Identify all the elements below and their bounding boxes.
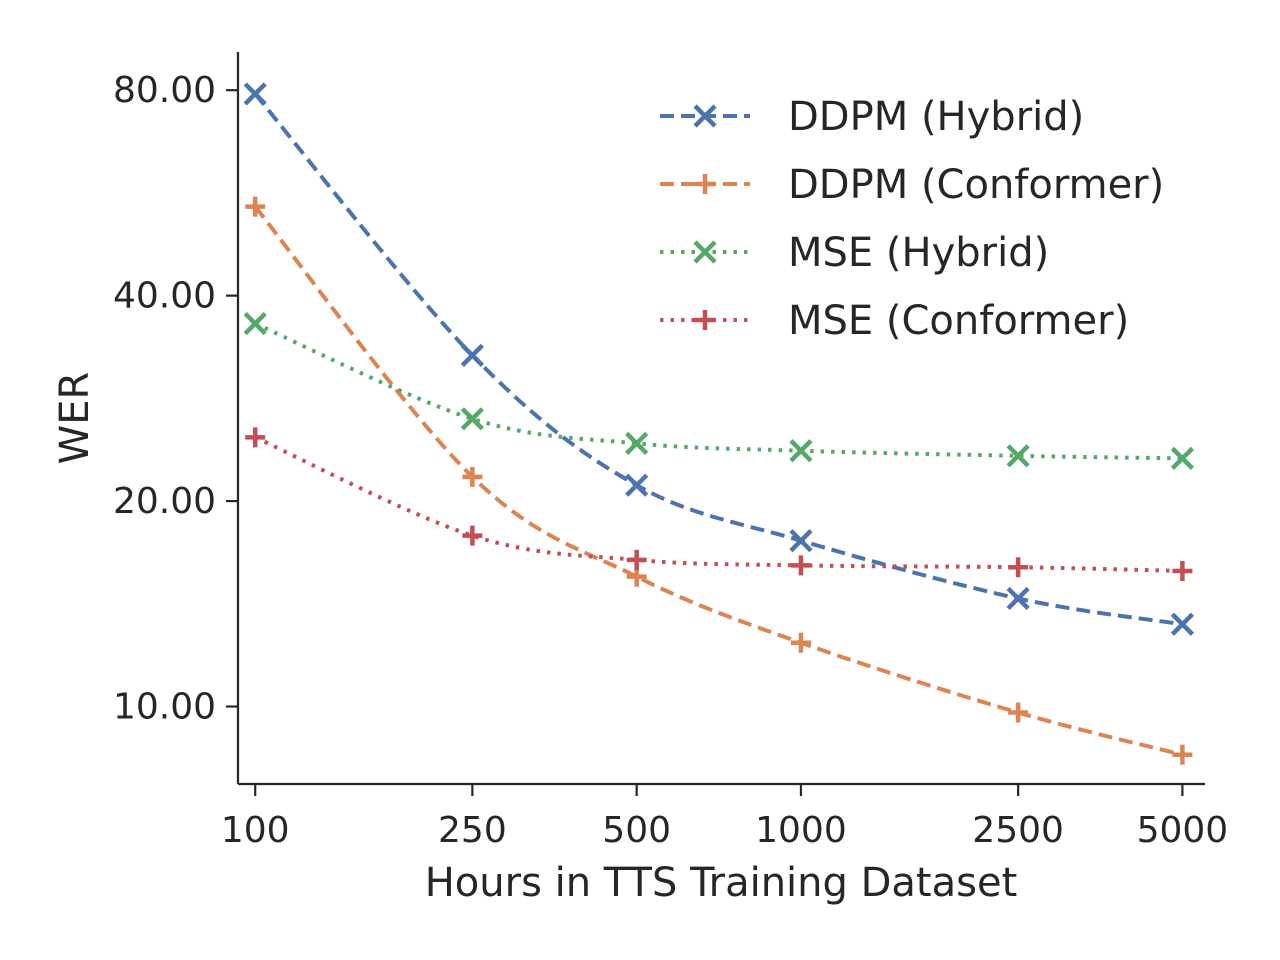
legend-label: MSE (Conformer) [788,298,1129,344]
y-axis-label: WER [52,372,98,465]
data-point [626,549,647,570]
data-point [1172,744,1193,765]
series-2 [245,196,1193,765]
legend-entry: MSE (Conformer) [660,298,1129,344]
data-point [462,525,483,546]
legend-marker [695,310,715,330]
data-point [789,529,813,553]
data-point [460,407,484,431]
series-4 [245,427,1193,581]
x-tick-label: 1000 [755,810,847,851]
data-point [1172,560,1193,581]
legend-entry: DDPM (Conformer) [660,162,1164,208]
data-point [1170,612,1195,636]
x-tick-label: 100 [221,810,290,851]
data-point [1008,557,1029,578]
y-ticks: 10.00 20.00 40.00 80.00 [113,70,238,728]
data-point [1006,586,1030,611]
data-point [1006,444,1030,468]
x-tick-label: 500 [602,810,671,851]
y-tick-label: 10.00 [113,687,216,728]
y-tick-label: 20.00 [113,481,216,522]
legend-marker [693,104,717,128]
series-layer [243,82,1195,765]
data-point [789,439,813,463]
data-point [790,555,811,576]
x-tick-label: 5000 [1137,810,1229,851]
data-point [790,632,811,653]
legend-label: DDPM (Conformer) [788,162,1164,208]
legend-entry: MSE (Hybrid) [660,230,1049,276]
legend-label: MSE (Hybrid) [788,230,1049,276]
data-point [625,431,649,455]
data-point [243,311,267,336]
y-tick-label: 40.00 [113,276,216,317]
data-point [462,466,483,487]
data-point [460,343,484,367]
data-point [245,196,266,217]
legend-label: DDPM (Hybrid) [788,94,1084,140]
series-line [253,205,1183,757]
x-axis-label: Hours in TTS Training Dataset [425,860,1018,906]
x-ticks: 100 250 500 1000 2500 5000 [221,784,1228,851]
legend-marker [695,174,715,194]
series-3 [243,311,1195,470]
x-tick-label: 250 [438,810,507,851]
data-point [626,566,647,587]
legend-entry: DDPM (Hybrid) [660,94,1084,140]
series-1 [243,82,1195,636]
data-point [1008,702,1029,723]
x-tick-label: 2500 [972,810,1064,851]
legend-marker [693,240,717,264]
y-tick-label: 80.00 [113,70,216,111]
data-point [243,82,267,106]
legend: DDPM (Hybrid) DDPM (Conformer) MSE (Hybrid… [660,94,1164,344]
data-point [1170,446,1195,470]
data-point [245,427,266,448]
data-point [625,473,649,497]
